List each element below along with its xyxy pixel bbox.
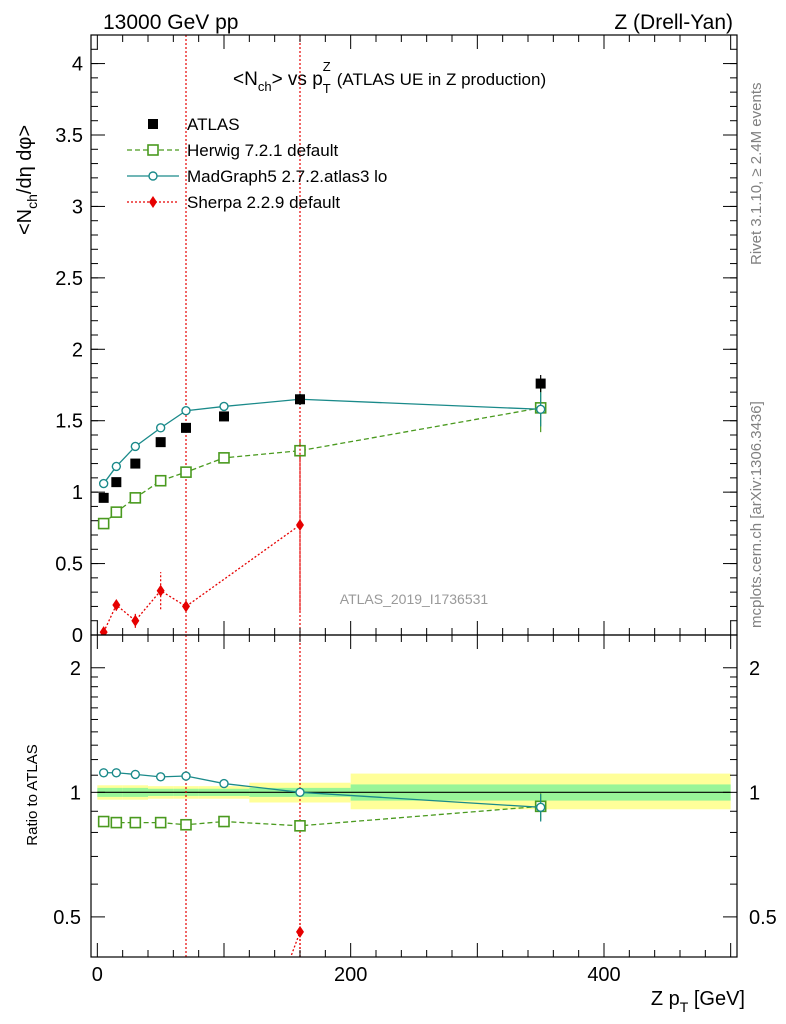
legend-herwig-7-2-1-default-marker (147, 144, 159, 156)
legend: ATLAS Herwig 7.2.1 default MadGraph5 2.7.2… (127, 115, 387, 212)
ratio-panel-frame (90, 634, 738, 958)
ratio-y-tick-label-right: 2 (749, 658, 760, 680)
main-herwig-7-2-1-default-point (218, 452, 230, 464)
legend-atlas-label: ATLAS (187, 115, 240, 134)
ratio-madgraph5-2-7-2-atlas3-lo-point (295, 787, 305, 798)
x-tick-label: 200 (334, 964, 367, 986)
ratio-herwig-7-2-1-default-point (110, 816, 123, 829)
main-madgraph5-2-7-2-atlas3-lo-point (130, 441, 141, 452)
main-sherpa-2-2-9-default-point (296, 519, 304, 531)
main-atlas-point (155, 437, 166, 448)
main-sherpa-2-2-9-default-point (182, 600, 190, 613)
ratio-madgraph5-2-7-2-atlas3-lo-point (181, 771, 191, 781)
main-madgraph5-2-7-2-atlas3-lo-line (103, 398, 541, 484)
ratio-madgraph5-2-7-2-atlas3-lo-point (535, 802, 546, 813)
main-y-tick-label: 3 (72, 196, 83, 218)
ratio-uncertainty-bands (97, 773, 731, 810)
ratio-madgraph5-2-7-2-atlas3-lo-point (111, 768, 122, 778)
main-y-tick-label: 2 (72, 339, 83, 361)
main-madgraph5-2-7-2-atlas3-lo-point (155, 423, 166, 433)
vertical-marker-lines (185, 35, 301, 957)
main-sherpa-2-2-9-default-point (99, 626, 108, 635)
legend-madgraph5-2-7-2-atlas3-lo-label: MadGraph5 2.7.2.atlas3 lo (187, 167, 387, 186)
legend-herwig-7-2-1-default-label: Herwig 7.2.1 default (187, 141, 338, 160)
main-atlas-point (111, 477, 122, 488)
ratio-sherpa-2-2-9-default-line (290, 931, 301, 957)
legend-madgraph5-2-7-2-atlas3-lo-marker (148, 171, 158, 181)
main-y-axis-label: <Nch/dη dφ> (14, 125, 40, 235)
plot-title: <Nch> vs pTZ(ATLAS UE in Z production) (233, 59, 546, 96)
main-herwig-7-2-1-default-point (154, 474, 167, 487)
main-y-tick-label: 1.5 (55, 411, 83, 433)
x-tick-label: 0 (92, 964, 103, 986)
main-y-tick-label: 3.5 (55, 125, 83, 147)
main-madgraph5-2-7-2-atlas3-lo-point (219, 401, 229, 412)
main-herwig-7-2-1-default-point (180, 466, 192, 478)
ratio-y-tick-label: 0.5 (53, 907, 81, 929)
main-y-tick-label: 0 (72, 625, 83, 647)
ratio-y-tick-label: 1 (70, 782, 81, 804)
ratio-madgraph5-2-7-2-atlas3-lo-point (130, 769, 141, 780)
main-herwig-7-2-1-default-point (110, 506, 123, 518)
main-y-tick-label: 2.5 (55, 268, 83, 290)
ratio-herwig-7-2-1-default-point (218, 815, 230, 828)
legend-sherpa-2-2-9-default-label: Sherpa 2.2.9 default (187, 193, 340, 212)
axes-frame: 0 0.5 1 1.5 2 2.5 3 3.5 4 0 200 400 0.5 0.5 1 1 2 2 (53, 34, 777, 986)
ratio-y-axis-label: Ratio to ATLAS (24, 744, 41, 845)
ratio-herwig-7-2-1-default-point (180, 818, 192, 831)
main-herwig-7-2-1-default-point (129, 492, 142, 504)
main-atlas-point (535, 378, 546, 389)
main-atlas-point (98, 492, 109, 503)
main-sherpa-2-2-9-default-line (103, 524, 301, 633)
x-tick-label: 400 (587, 964, 620, 986)
main-panel-series (97, 375, 547, 635)
legend-sherpa-2-2-9-default-marker (149, 196, 157, 208)
ratio-madgraph5-2-7-2-atlas3-lo-point (155, 772, 166, 782)
main-y-tick-label: 1 (72, 482, 83, 504)
main-y-tick-label: 4 (72, 54, 83, 76)
main-atlas-point (295, 394, 305, 405)
legend-atlas-marker (148, 119, 158, 129)
main-madgraph5-2-7-2-atlas3-lo-point (111, 461, 122, 472)
main-atlas-point (219, 411, 229, 422)
ratio-y-tick-label: 2 (70, 658, 81, 680)
ratio-sherpa-2-2-9-default-point (283, 960, 291, 972)
main-herwig-7-2-1-default-point (97, 517, 110, 530)
ratio-herwig-7-2-1-default-point (129, 816, 142, 829)
header-energy-label: 13000 GeV pp (103, 11, 238, 34)
ratio-panel-series (97, 768, 547, 972)
main-herwig-7-2-1-default-line (103, 407, 541, 525)
ratio-herwig-7-2-1-default-line (103, 805, 541, 827)
main-madgraph5-2-7-2-atlas3-lo-point (535, 404, 546, 414)
main-sherpa-2-2-9-default-point (156, 584, 165, 597)
main-sherpa-2-2-9-default-point (112, 599, 121, 611)
mcplots-label: mcplots.cern.ch [arXiv:1306.3436] (748, 401, 765, 628)
header-process-label: Z (Drell-Yan) (614, 11, 733, 34)
ratio-madgraph5-2-7-2-atlas3-lo-point (98, 768, 109, 778)
main-madgraph5-2-7-2-atlas3-lo-point (98, 478, 109, 489)
ratio-herwig-7-2-1-default-point (294, 820, 306, 832)
ratio-herwig-7-2-1-default-point (154, 816, 167, 829)
rivet-version-label: Rivet 3.1.10, ≥ 2.4M events (748, 83, 765, 266)
main-atlas-point (130, 458, 141, 469)
main-atlas-point (181, 422, 191, 433)
ratio-sherpa-2-2-9-default-point (296, 925, 304, 938)
ratio-herwig-7-2-1-default-point (97, 815, 110, 828)
main-y-tick-label: 0.5 (55, 554, 83, 576)
main-sherpa-2-2-9-default-point (131, 614, 140, 627)
ratio-y-tick-label-right: 0.5 (749, 907, 777, 929)
x-axis-label: Z pT [GeV] (651, 988, 745, 1015)
ratio-madgraph5-2-7-2-atlas3-lo-point (219, 778, 229, 789)
main-madgraph5-2-7-2-atlas3-lo-point (181, 406, 191, 416)
analysis-watermark: ATLAS_2019_I1736531 (340, 591, 489, 607)
ratio-y-tick-label-right: 1 (749, 782, 760, 804)
